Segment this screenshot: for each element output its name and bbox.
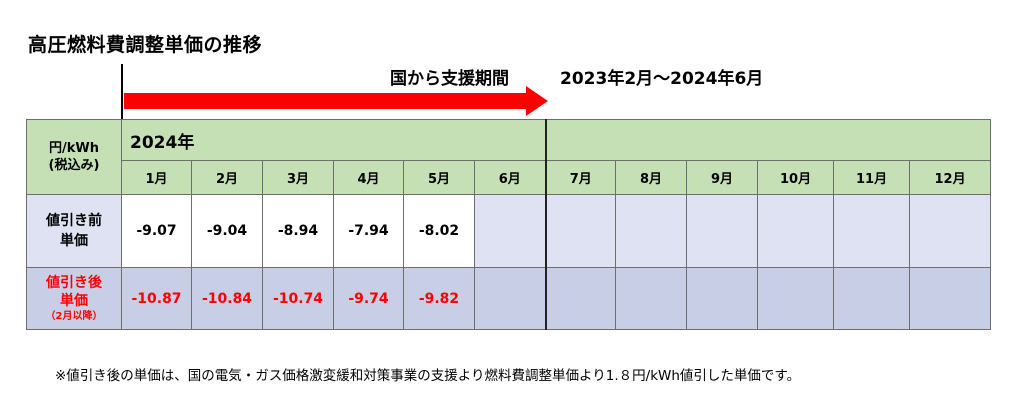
price-before-cell [909,194,992,268]
month-header: 6月 [473,160,547,195]
price-before-cell: -9.07 [121,194,192,268]
price-after-cell [686,267,759,330]
month-header: 7月 [544,160,617,195]
price-before-cell: -8.02 [403,194,475,268]
month-header: 5月 [403,160,475,195]
month-header: 1月 [121,160,192,195]
price-after-cell [544,267,617,330]
price-before-cell: -9.04 [191,194,263,268]
support-period: 2023年2月～2024年6月 [560,69,764,89]
month-header: 2月 [191,160,263,195]
price-table: 円/kWh (税込み) 2024年 1月 2月 3月 4月 5月 6月 7月 8月 9月 10月 1… [26,119,992,330]
row-label-line: 単価 [60,233,88,249]
price-after-cell [757,267,835,330]
price-after-cell [473,267,547,330]
price-after-cell: -9.74 [333,267,404,330]
price-after-cell: -10.84 [191,267,263,330]
row-label-line: 値引き前 [46,213,102,229]
support-period-arrow [124,86,548,116]
month-header: 10月 [757,160,835,195]
price-before-cell [833,194,911,268]
month-header: 11月 [833,160,911,195]
price-before-cell: -7.94 [333,194,404,268]
divider-line [121,64,123,120]
footnote: ※値引き後の単価は、国の電気・ガス価格激変緩和対策事業の支援より燃料費調整単価よ… [55,368,801,384]
row-label-line: 値引き後 [46,274,102,291]
month-header: 12月 [909,160,992,195]
price-after-cell [615,267,688,330]
row-label-after: 値引き後 単価 （2月以降） [26,267,122,330]
support-label: 国から支援期間 [390,69,509,89]
price-before-cell [686,194,759,268]
month-header: 8月 [615,160,688,195]
page-title: 高圧燃料費調整単価の推移 [28,34,263,56]
price-before-cell: -8.94 [262,194,334,268]
price-before-cell [473,194,547,268]
row-label-before: 値引き前 単価 [26,194,122,268]
price-after-cell [833,267,911,330]
month-header: 4月 [333,160,404,195]
month-header: 9月 [686,160,759,195]
price-after-cell: -9.82 [403,267,475,330]
row-label-line: 単価 [60,292,88,309]
month-header: 3月 [262,160,334,195]
price-after-cell [909,267,992,330]
unit-cell: 円/kWh (税込み) [26,119,122,195]
price-before-cell [757,194,835,268]
price-after-cell: -10.87 [121,267,192,330]
year-label: 2024年 [120,119,547,161]
tax-note: (税込み) [48,158,100,173]
year-spacer [544,119,992,161]
price-before-cell [615,194,688,268]
price-after-cell: -10.74 [262,267,334,330]
row-label-note: （2月以降） [45,310,103,322]
price-before-cell [544,194,617,268]
unit-label: 円/kWh [49,141,99,156]
